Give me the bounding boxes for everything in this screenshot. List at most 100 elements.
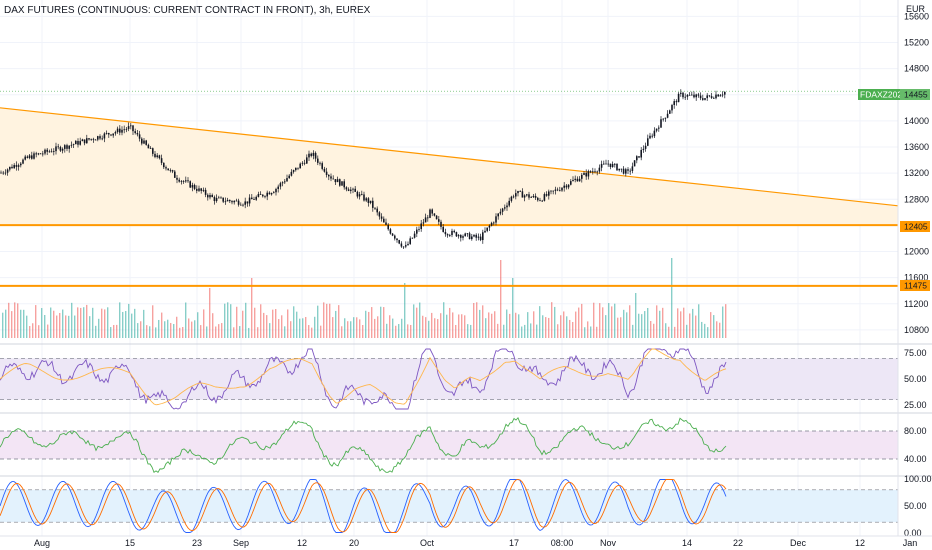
pane-separators <box>0 343 932 477</box>
candle <box>537 196 539 202</box>
volume-bar <box>665 323 667 338</box>
volume-bar <box>593 302 595 338</box>
volume-bar <box>134 308 136 338</box>
volume-bar <box>572 322 574 338</box>
candle <box>592 167 594 175</box>
candle-body <box>295 167 297 171</box>
candle <box>578 176 581 182</box>
volume-bar <box>359 319 361 338</box>
candle-body <box>328 174 330 177</box>
volume-bar <box>32 323 34 338</box>
candle-body <box>405 245 407 247</box>
candle-body <box>273 192 275 194</box>
candle-body <box>717 94 719 97</box>
candle-body <box>266 192 268 197</box>
candle <box>187 177 189 183</box>
candle-body <box>0 172 2 174</box>
candle-body <box>697 94 700 96</box>
volume-bar <box>599 303 601 338</box>
volume-bar <box>257 327 259 338</box>
candle <box>607 160 609 167</box>
volume-bar <box>17 303 19 338</box>
indicator-axes[interactable]: 75.00 50.00 25.00 80.00 40.00 100.00 50.00 0.00 <box>904 348 932 538</box>
volume-bar <box>419 302 421 338</box>
candle <box>497 213 499 220</box>
candle-body <box>440 221 442 227</box>
candle-body <box>596 171 598 173</box>
candle <box>222 197 224 204</box>
candle <box>576 176 579 182</box>
candle-body <box>466 233 469 235</box>
candle <box>310 152 312 158</box>
candle <box>130 122 132 130</box>
candle-body <box>132 125 134 132</box>
candle-body <box>570 181 572 185</box>
candle-body <box>398 240 400 244</box>
volume-bar <box>434 318 436 338</box>
candle <box>589 170 592 174</box>
candle <box>605 159 607 165</box>
candle-body <box>512 196 515 198</box>
price-tick-0: 15600 <box>904 11 929 21</box>
price-tick-7: 12800 <box>904 194 929 204</box>
volume-bar <box>269 323 271 338</box>
volume-bar <box>152 305 154 338</box>
candle <box>398 239 400 245</box>
candle <box>176 174 178 184</box>
descending-trend-line[interactable] <box>0 107 899 207</box>
candle-body <box>708 95 711 97</box>
candle <box>270 192 273 196</box>
oscillator-pane[interactable] <box>0 416 898 473</box>
volume-bar <box>602 307 604 338</box>
candle <box>229 199 231 203</box>
candle-body <box>314 152 317 159</box>
candle <box>400 241 403 248</box>
candle <box>244 197 246 209</box>
volume-bar <box>11 311 13 338</box>
candle <box>88 137 90 141</box>
volume-bar <box>227 302 229 338</box>
stochastic-pane[interactable] <box>0 479 898 533</box>
candle-body <box>306 157 308 164</box>
volume-bar <box>20 309 22 338</box>
time-axis[interactable]: Aug 15 23 Sep 12 20 Oct 17 08:00 Nov 14 22 Dec 12 Jan <box>34 538 917 548</box>
volume-bar <box>194 320 196 338</box>
volume-bar <box>155 327 157 338</box>
candle-body <box>684 96 686 98</box>
rsi-pane[interactable] <box>0 348 898 410</box>
candle-body <box>605 163 607 165</box>
candle-body <box>629 170 631 172</box>
candle-body <box>724 92 726 95</box>
volume-bar <box>596 326 598 338</box>
volume-bar <box>383 307 385 338</box>
candle-body <box>473 234 475 237</box>
candle <box>156 153 158 159</box>
candle-body <box>255 196 257 200</box>
volume-bar <box>158 319 160 338</box>
candle-body <box>664 117 667 119</box>
candle <box>486 227 488 233</box>
stoch-tick-0: 100.00 <box>904 474 932 484</box>
candle <box>180 180 183 185</box>
candle-body <box>556 189 559 191</box>
candle-body <box>343 181 345 188</box>
candle <box>86 134 88 144</box>
candle-body <box>9 166 11 170</box>
candle <box>15 161 18 171</box>
candle <box>160 154 163 166</box>
candle <box>435 215 438 220</box>
candle-body <box>394 235 396 239</box>
candle-body <box>574 178 576 180</box>
candle-body <box>515 193 517 197</box>
symbol-badge: FDAXZ2022 <box>858 89 907 100</box>
candle <box>99 134 101 141</box>
candle-body <box>453 230 455 233</box>
candle-body <box>75 141 77 145</box>
candle <box>141 137 143 146</box>
candle <box>178 177 180 183</box>
volume-bar <box>635 293 637 338</box>
volume-bar <box>431 312 433 338</box>
candle <box>207 193 209 201</box>
volume-bar <box>221 323 223 338</box>
